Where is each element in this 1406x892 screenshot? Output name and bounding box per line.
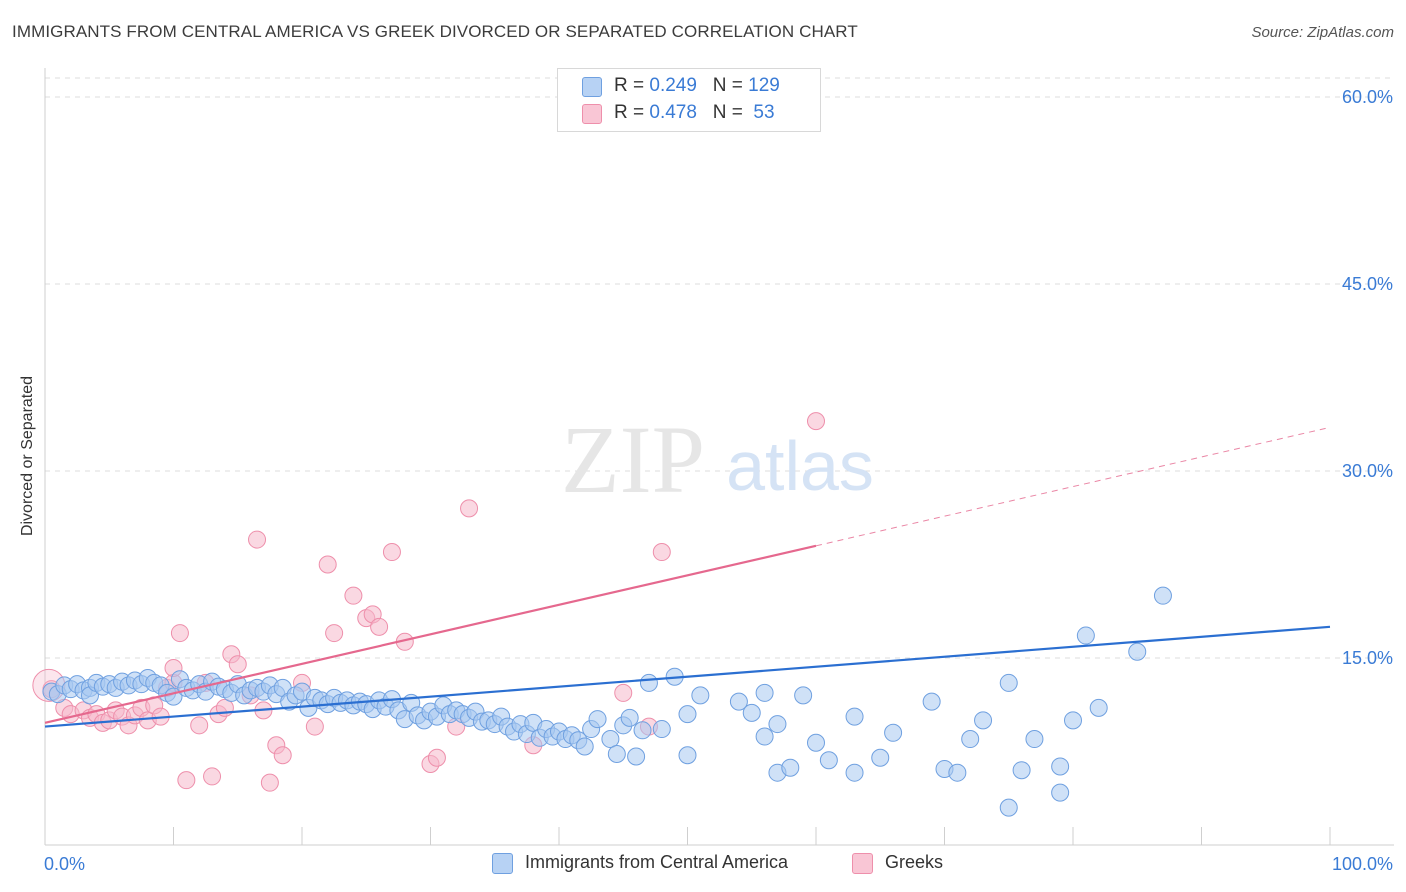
y-tick-labels: 15.0% 30.0% 45.0% 60.0% bbox=[1342, 87, 1393, 668]
legend-n-value: 53 bbox=[748, 102, 775, 123]
central-america-point bbox=[1051, 757, 1070, 776]
legend-label-central-america: Immigrants from Central America bbox=[525, 852, 789, 872]
legend-swatch-pink bbox=[852, 853, 873, 874]
greeks-point bbox=[248, 530, 267, 549]
greeks-point bbox=[170, 624, 189, 643]
central-america-point bbox=[633, 721, 652, 740]
central-america-point bbox=[961, 730, 980, 749]
legend-text-blue: R = 0.249 N = 129 bbox=[614, 75, 780, 96]
central-america-point bbox=[1089, 698, 1108, 717]
central-america-point bbox=[948, 763, 967, 782]
central-america-point bbox=[601, 730, 620, 749]
central-america-point bbox=[620, 708, 639, 727]
greeks-point bbox=[203, 767, 222, 786]
central-america-point bbox=[1076, 626, 1095, 645]
central-america-point bbox=[974, 711, 993, 730]
x-tick-labels: 0.0% 100.0% bbox=[44, 854, 1393, 874]
greeks-point bbox=[318, 555, 337, 574]
central-america-point bbox=[1064, 711, 1082, 730]
central-america-point bbox=[845, 763, 864, 782]
central-america-point bbox=[691, 686, 710, 705]
greeks-point bbox=[305, 717, 324, 736]
central-america-point bbox=[922, 692, 941, 711]
central-america-point bbox=[639, 673, 658, 692]
trend-line-greeks bbox=[44, 544, 817, 724]
central-america-point bbox=[999, 673, 1018, 692]
central-america-point bbox=[755, 683, 774, 702]
y-tick-label: 30.0% bbox=[1342, 461, 1393, 481]
legend-swatch-blue bbox=[582, 77, 602, 97]
greeks-point bbox=[228, 655, 247, 674]
central-america-points bbox=[42, 586, 1172, 817]
central-america-point bbox=[607, 744, 626, 763]
legend-r-value: 0.249 bbox=[649, 75, 697, 96]
greeks-point bbox=[807, 412, 825, 431]
greeks-point bbox=[344, 586, 363, 605]
greeks-point bbox=[190, 716, 209, 735]
central-america-point bbox=[678, 705, 697, 724]
central-america-point bbox=[871, 748, 890, 767]
central-america-point bbox=[819, 751, 838, 770]
greeks-point bbox=[382, 543, 401, 562]
greeks-point bbox=[370, 617, 389, 636]
greeks-points bbox=[32, 412, 825, 792]
central-america-point bbox=[627, 747, 646, 766]
greeks-point bbox=[260, 773, 279, 792]
greeks-point bbox=[460, 499, 479, 518]
trend-line-central-america bbox=[44, 625, 1331, 728]
central-america-point bbox=[1025, 730, 1044, 749]
central-america-point bbox=[575, 737, 594, 756]
chart-title: IMMIGRANTS FROM CENTRAL AMERICA VS GREEK… bbox=[12, 22, 858, 41]
trend-lines bbox=[44, 426, 1331, 728]
central-america-point bbox=[768, 715, 787, 734]
x-tick-label-max: 100.0% bbox=[1332, 854, 1393, 874]
central-america-point bbox=[652, 720, 671, 739]
central-america-point bbox=[755, 727, 774, 746]
central-america-point bbox=[1153, 586, 1172, 605]
central-america-point bbox=[1128, 642, 1147, 661]
watermark-atlas: atlas bbox=[726, 427, 874, 505]
central-america-point bbox=[1012, 761, 1031, 780]
greeks-point bbox=[273, 746, 292, 765]
legend-r-value: 0.478 bbox=[649, 102, 697, 123]
central-america-point bbox=[999, 798, 1018, 817]
central-america-point bbox=[742, 703, 761, 722]
legend-label-greeks: Greeks bbox=[885, 852, 944, 872]
central-america-point bbox=[884, 723, 903, 742]
watermark: ZIP atlas bbox=[561, 406, 874, 513]
central-america-point bbox=[794, 686, 813, 705]
source-credit: Source: ZipAtlas.com bbox=[1251, 24, 1394, 41]
gridlines bbox=[45, 77, 1394, 659]
y-tick-label: 60.0% bbox=[1342, 87, 1393, 107]
y-tick-label: 45.0% bbox=[1342, 274, 1393, 294]
central-america-point bbox=[729, 692, 748, 711]
legend-n-value: 129 bbox=[748, 75, 780, 96]
central-america-point bbox=[678, 746, 697, 765]
y-tick-label: 15.0% bbox=[1342, 648, 1393, 668]
trend-line-greeks-extension bbox=[815, 426, 1331, 547]
correlation-legend: R = 0.249 N = 129 R = 0.478 N = 53 bbox=[557, 68, 821, 132]
legend-swatch-blue bbox=[492, 853, 513, 874]
axes bbox=[44, 68, 1394, 846]
central-america-point bbox=[845, 707, 864, 726]
watermark-zip: ZIP bbox=[561, 406, 705, 513]
greeks-point bbox=[427, 748, 446, 767]
greeks-point bbox=[177, 771, 196, 790]
central-america-point bbox=[781, 758, 800, 777]
legend-text-pink: R = 0.478 N = 53 bbox=[614, 102, 775, 123]
greeks-point bbox=[652, 543, 671, 562]
greeks-point bbox=[325, 624, 344, 643]
x-tick-label-min: 0.0% bbox=[44, 854, 85, 874]
legend-swatch-pink bbox=[582, 104, 602, 124]
greeks-point bbox=[614, 683, 633, 702]
central-america-point bbox=[807, 733, 825, 752]
central-america-point bbox=[588, 710, 607, 729]
central-america-point bbox=[1051, 783, 1070, 802]
